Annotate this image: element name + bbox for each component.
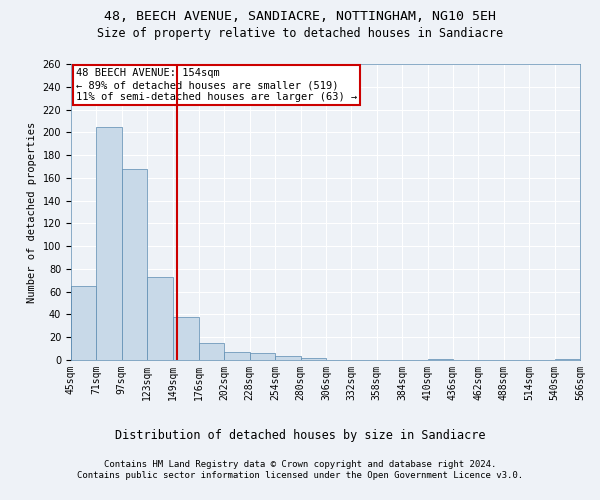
Text: Distribution of detached houses by size in Sandiacre: Distribution of detached houses by size … — [115, 428, 485, 442]
Text: Size of property relative to detached houses in Sandiacre: Size of property relative to detached ho… — [97, 28, 503, 40]
Bar — [275, 356, 301, 360]
Bar — [224, 352, 250, 360]
Y-axis label: Number of detached properties: Number of detached properties — [27, 122, 37, 302]
Bar — [554, 359, 580, 360]
Text: Contains HM Land Registry data © Crown copyright and database right 2024.
Contai: Contains HM Land Registry data © Crown c… — [77, 460, 523, 479]
Bar — [147, 277, 173, 360]
Bar — [71, 286, 97, 360]
Bar — [301, 358, 326, 360]
Bar — [428, 359, 453, 360]
Bar — [250, 353, 275, 360]
Bar — [173, 316, 199, 360]
Bar — [122, 168, 147, 360]
Text: 48, BEECH AVENUE, SANDIACRE, NOTTINGHAM, NG10 5EH: 48, BEECH AVENUE, SANDIACRE, NOTTINGHAM,… — [104, 10, 496, 23]
Bar — [199, 343, 224, 360]
Bar — [97, 126, 122, 360]
Text: 48 BEECH AVENUE: 154sqm
← 89% of detached houses are smaller (519)
11% of semi-d: 48 BEECH AVENUE: 154sqm ← 89% of detache… — [76, 68, 357, 102]
